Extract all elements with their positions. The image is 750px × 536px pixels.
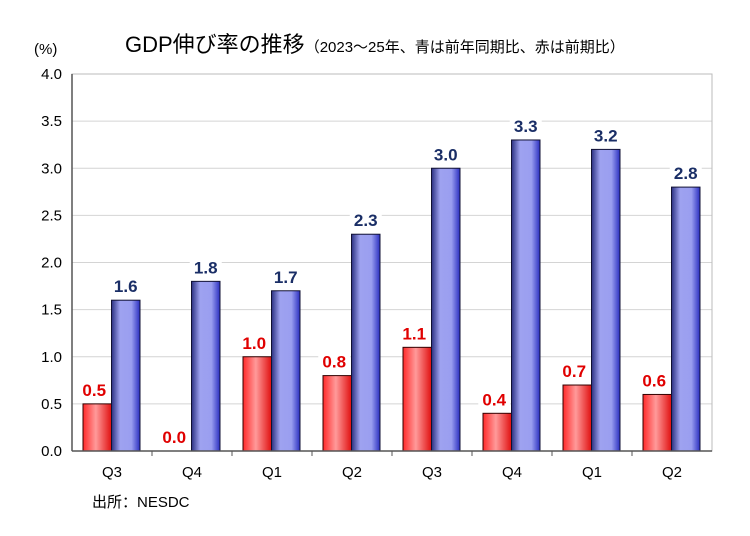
- data-label-qoq: 0.5: [82, 381, 106, 400]
- data-label-yoy: 1.7: [274, 268, 298, 287]
- bar-yoy: [431, 167, 461, 452]
- x-category-label: Q1: [262, 464, 282, 481]
- y-tick-label: 4.0: [41, 66, 62, 83]
- data-label-qoq: 0.6: [642, 371, 666, 390]
- y-tick-label: 1.5: [41, 302, 62, 319]
- y-tick-label: 2.5: [41, 207, 62, 224]
- bar-qoq: [482, 412, 512, 452]
- data-label-bg: [189, 257, 222, 278]
- data-label-yoy: 1.8: [194, 258, 218, 277]
- data-label-qoq: 0.7: [562, 362, 586, 381]
- data-label-qoq: 1.1: [402, 324, 426, 343]
- data-label-bg: [269, 266, 302, 287]
- data-label-bg: [109, 276, 142, 297]
- data-label-qoq: 0.0: [162, 428, 186, 447]
- data-label-bg: [429, 144, 462, 165]
- data-label-bg: [638, 370, 671, 391]
- x-category-label: Q2: [662, 464, 682, 481]
- x-category-label: Q2: [342, 464, 362, 481]
- bar-yoy: [511, 139, 541, 452]
- data-label-qoq: 1.0: [242, 334, 266, 353]
- source-note: 出所：NESDC: [92, 494, 190, 511]
- y-tick-label: 0.5: [41, 396, 62, 413]
- chart-title: GDP伸び率の推移（2023～25年、青は前年同期比、赤は前期比）: [125, 32, 625, 57]
- bar-qoq: [82, 403, 112, 452]
- y-tick-label: 0.0: [41, 443, 62, 460]
- data-label-bg: [478, 389, 511, 410]
- bar-yoy: [671, 186, 701, 452]
- data-label-bg: [349, 210, 382, 231]
- bar-qoq: [402, 346, 432, 452]
- data-label-yoy: 3.3: [514, 117, 538, 136]
- data-label-yoy: 3.0: [434, 145, 458, 164]
- data-label-bg: [589, 125, 622, 146]
- data-label-bg: [238, 332, 271, 353]
- data-label-yoy: 2.3: [354, 211, 378, 230]
- bar-yoy: [191, 280, 221, 452]
- x-category-label: Q4: [182, 464, 202, 481]
- y-tick-label: 2.0: [41, 255, 62, 272]
- data-label-bg: [158, 427, 191, 447]
- y-tick-label: 3.5: [41, 113, 62, 130]
- data-label-yoy: 1.6: [114, 277, 138, 296]
- bar-yoy: [271, 290, 301, 452]
- data-label-yoy: 3.2: [594, 126, 618, 145]
- data-label-qoq: 0.8: [322, 353, 346, 372]
- data-label-qoq: 0.4: [482, 390, 506, 409]
- chart-subtitle: （2023～25年、青は前年同期比、赤は前期比）: [305, 39, 625, 56]
- data-label-yoy: 2.8: [674, 164, 698, 183]
- x-category-label: Q1: [582, 464, 602, 481]
- y-tick-label: 1.0: [41, 349, 62, 366]
- bar-yoy: [351, 233, 381, 452]
- bar-qoq: [242, 356, 272, 452]
- data-label-bg: [78, 379, 111, 400]
- data-label-bg: [318, 351, 351, 372]
- y-tick-label: 3.0: [41, 160, 62, 177]
- data-label-bg: [669, 163, 702, 184]
- chart-title-main: GDP伸び率の推移: [125, 32, 305, 57]
- bar-qoq: [642, 393, 672, 452]
- bar-qoq: [322, 375, 352, 452]
- x-category-label: Q4: [502, 464, 522, 481]
- bar-qoq: [562, 384, 592, 452]
- x-category-label: Q3: [102, 464, 122, 481]
- data-label-bg: [558, 361, 591, 382]
- data-label-bg: [398, 323, 431, 344]
- data-label-bg: [509, 115, 542, 136]
- x-category-label: Q3: [422, 464, 442, 481]
- bar-yoy: [591, 148, 621, 452]
- bar-yoy: [111, 299, 141, 452]
- y-axis-unit: (%): [34, 41, 57, 58]
